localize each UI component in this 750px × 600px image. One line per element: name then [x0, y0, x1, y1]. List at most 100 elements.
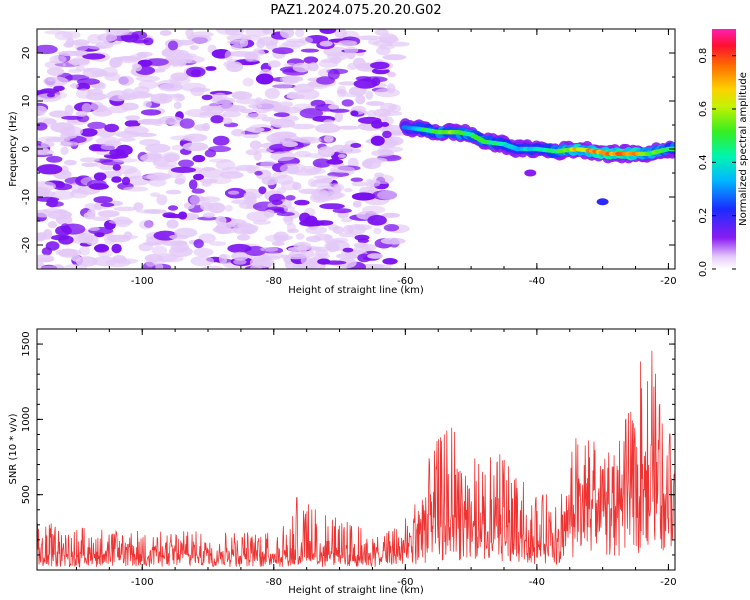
spectrogram-noise-blob [337, 257, 357, 269]
snr-series-line [37, 350, 675, 568]
spectrogram-noise-blob [294, 199, 310, 206]
spectrogram-noise-blob [283, 205, 296, 213]
spectrogram-noise-blob [368, 179, 381, 187]
spectrogram-noise-blob [174, 49, 190, 58]
spectrogram-noise-blob [170, 72, 189, 81]
spectrogram-spot [524, 169, 537, 177]
spectrogram-noise-blob [178, 211, 188, 220]
spectrogram-noise-blob [326, 158, 344, 165]
spectrogram-marks [37, 29, 675, 269]
spectrogram-noise-blob [215, 29, 240, 35]
spectrogram-noise-blob [329, 108, 350, 113]
spectrogram-noise-blob [272, 82, 293, 90]
spectrogram-noise-blob [54, 31, 74, 41]
spectrogram-noise-blob [104, 123, 119, 133]
spectrogram-noise-blob [74, 42, 89, 52]
spectrogram-noise-blob [161, 48, 176, 57]
spectrogram-noise-blob [148, 178, 167, 187]
spectrogram-noise-blob [81, 162, 98, 167]
spectrogram-noise-blob [215, 215, 227, 226]
spectrogram-noise-blob [109, 58, 120, 69]
spectrogram-noise-blob [368, 264, 392, 269]
spectrogram-noise-blob [139, 139, 161, 146]
snr-y-tick-label: 500 [21, 485, 32, 504]
spectrogram-noise-blob [235, 98, 261, 105]
spectrogram-noise-blob [370, 135, 385, 146]
spectrogram-noise-blob [295, 29, 305, 38]
spectrogram-noise-blob [124, 120, 141, 128]
spectrogram-noise-blob [64, 159, 77, 166]
spectrogram-noise-blob [151, 245, 168, 256]
spectrogram-noise-blob [338, 232, 358, 238]
spectrogram-noise-blob [50, 122, 75, 133]
spectrogram-noise-blob [87, 121, 107, 129]
spectrogram-noise-blob [162, 212, 177, 219]
figure-title: PAZ1.2024.075.20.20.G02 [270, 3, 441, 18]
spectrogram-noise-blob [131, 31, 148, 40]
spectrogram-noise-blob [202, 265, 224, 269]
spectrogram-noise-blob [378, 36, 400, 43]
spectrogram-noise-blob [222, 110, 241, 118]
spectrogram-noise-blob [350, 143, 362, 148]
spectrogram-y-tick-label: -20 [21, 237, 32, 253]
spectrogram-noise-blob [251, 50, 266, 56]
spectrogram-noise-blob [63, 263, 88, 269]
spectrogram-noise-blob [42, 208, 64, 214]
spectrogram-noise-blob [145, 257, 157, 267]
colorbar-tick-label: 0.0 [698, 261, 709, 277]
spectrogram-noise-blob [233, 259, 247, 265]
spectrogram-noise-blob [59, 165, 69, 175]
spectrogram-noise-blob [46, 155, 63, 163]
spectrogram-noise-blob [37, 190, 56, 198]
spectrogram-noise-blob [145, 143, 171, 153]
spectrogram-noise-blob [193, 173, 204, 181]
spectrogram-noise-blob [205, 66, 217, 71]
spectrogram-noise-blob [121, 176, 131, 186]
snr-frame [36, 328, 676, 571]
spectrogram-noise-blob [245, 127, 265, 133]
spectrogram-noise-blob [212, 135, 230, 146]
spectrogram-noise-blob [245, 29, 270, 37]
spectrogram-noise-blob [333, 237, 348, 243]
spectrogram-noise-blob [211, 97, 236, 105]
spectrogram-noise-blob [353, 224, 372, 231]
spectrogram-noise-blob [70, 57, 91, 67]
spectrogram-noise-blob [133, 202, 144, 211]
spectrogram-noise-blob [244, 246, 266, 256]
spectrogram-noise-blob [371, 120, 384, 129]
spectrogram-noise-blob [139, 220, 154, 230]
spectrogram-noise-blob [387, 71, 396, 78]
spectrogram-noise-blob [303, 56, 319, 64]
spectrogram-noise-blob [292, 62, 312, 73]
spectrogram-noise-blob [206, 105, 224, 115]
spectrogram-noise-blob [350, 177, 363, 183]
spectrogram-noise-blob [146, 58, 169, 66]
spectrogram-noise-blob [293, 241, 312, 251]
spectrogram-noise-blob [60, 146, 69, 155]
spectrogram-noise-blob [165, 189, 182, 195]
colorbar-tick-label: 0.6 [698, 101, 709, 117]
spectrogram-noise-blob [193, 239, 204, 249]
spectrogram-y-tick-label: 0 [21, 146, 32, 152]
spectrogram-noise-blob [341, 99, 354, 107]
spectrogram-noise-blob [75, 256, 98, 267]
spectrogram-noise-blob [323, 46, 350, 57]
spectrogram-noise-blob [280, 29, 295, 39]
spectrogram-noise-blob [253, 150, 262, 161]
spectrogram-noise-blob [365, 90, 374, 100]
spectrogram-x-tick-label: -40 [529, 276, 545, 287]
spectrogram-noise-blob [352, 57, 366, 68]
colorbar-tick-label: 0.8 [698, 48, 709, 64]
spectrogram-noise-blob [113, 206, 138, 212]
spectrogram-noise-blob [255, 73, 274, 85]
spectrogram-noise-blob [143, 241, 161, 246]
spectrogram-noise-blob [382, 136, 404, 146]
spectrogram-noise-blob [224, 50, 233, 61]
snr-y-label: SNR (10 * v/v) [8, 413, 19, 484]
spectrogram-noise-blob [270, 118, 296, 128]
spectrogram-noise-blob [343, 224, 354, 234]
spectrogram-noise-blob [214, 225, 233, 234]
spectrogram-noise-blob [137, 118, 163, 125]
spectrogram-noise-blob [152, 160, 178, 168]
spectrogram-noise-blob [191, 188, 205, 194]
